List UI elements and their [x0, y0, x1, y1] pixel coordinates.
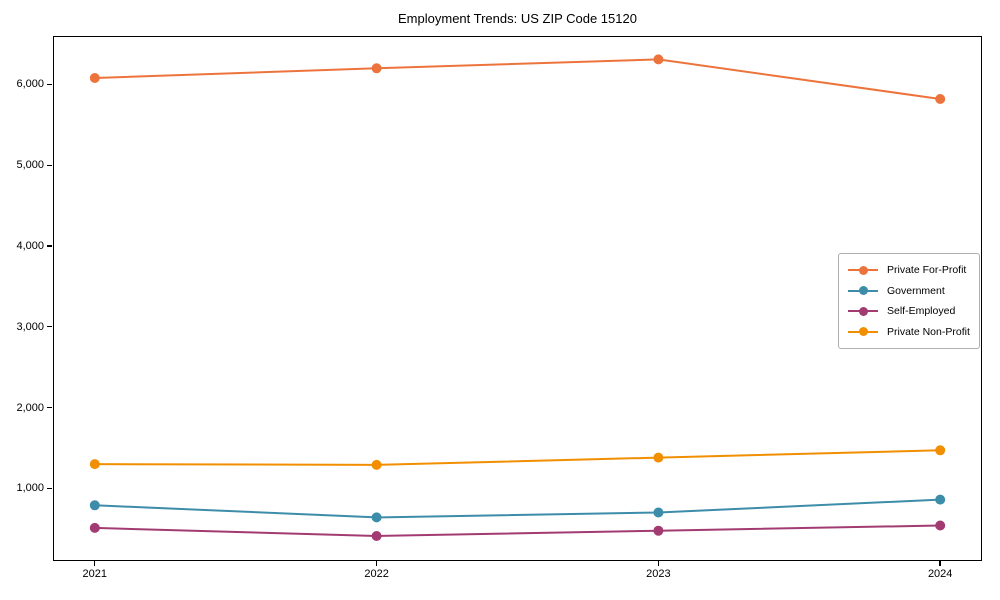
chart-title: Employment Trends: US ZIP Code 15120	[398, 11, 637, 26]
marker-self-employed-2021	[89, 522, 100, 533]
legend-line-dot-icon	[848, 265, 878, 275]
y-tick-mark	[47, 487, 52, 489]
x-tick-label: 2024	[927, 568, 953, 580]
marker-self-employed-2022	[371, 531, 382, 541]
marker-government-2022	[371, 512, 382, 523]
legend-line-dot-icon	[848, 306, 878, 316]
y-tick-mark	[47, 83, 52, 86]
y-tick-mark	[47, 406, 52, 409]
x-tick-label: 2023	[646, 568, 671, 580]
marker-government-2024	[935, 494, 946, 505]
line-government	[94, 498, 941, 519]
marker-self-employed-2023	[653, 525, 664, 536]
plot-area	[53, 36, 982, 561]
y-tick-label: 5,000	[16, 159, 44, 172]
line-private-non-profit	[94, 449, 941, 466]
y-tick-mark	[47, 245, 52, 247]
legend-label: Private For-Profit	[887, 264, 967, 277]
legend-line-dot-icon	[848, 327, 878, 337]
marker-private-for-profit-2024	[935, 94, 946, 104]
marker-government-2023	[653, 507, 664, 518]
legend-label: Government	[887, 284, 945, 297]
line-private-for-profit	[94, 58, 941, 100]
marker-private-for-profit-2021	[89, 73, 100, 83]
x-tick-mark	[657, 561, 660, 566]
line-chart	[89, 54, 946, 541]
y-tick-label: 3,000	[16, 320, 44, 333]
marker-self-employed-2024	[935, 520, 946, 531]
x-tick-label: 2021	[82, 568, 108, 580]
legend-label: Self-Employed	[887, 305, 956, 318]
x-tick-mark	[939, 561, 941, 566]
y-tick-label: 1,000	[16, 482, 44, 495]
legend: Private For-Profit Government Self-Employe…	[838, 253, 980, 349]
legend-label: Private Non-Profit	[887, 325, 970, 338]
marker-private-non-profit-2024	[935, 445, 946, 456]
y-tick-mark	[47, 326, 52, 328]
marker-private-for-profit-2023	[653, 54, 664, 65]
y-tick-mark	[47, 164, 52, 166]
y-tick-label: 2,000	[16, 401, 44, 414]
marker-private-non-profit-2021	[89, 459, 100, 470]
y-tick-label: 4,000	[16, 240, 44, 252]
legend-line-dot-icon	[848, 286, 878, 296]
marker-government-2021	[89, 500, 100, 511]
y-tick-label: 6,000	[16, 78, 44, 91]
legend-item-government: Government	[848, 281, 970, 302]
line-self-employed	[94, 524, 941, 538]
x-tick-mark	[94, 561, 96, 566]
marker-private-non-profit-2022	[371, 459, 382, 470]
legend-item-self-employed: Self-Employed	[848, 301, 970, 322]
legend-item-private-for-profit: Private For-Profit	[848, 260, 970, 281]
marker-private-for-profit-2022	[371, 63, 382, 74]
x-tick-label: 2022	[364, 568, 389, 580]
marker-private-non-profit-2023	[653, 452, 664, 463]
legend-item-private-non-profit: Private Non-Profit	[848, 322, 970, 343]
x-tick-mark	[375, 561, 378, 566]
